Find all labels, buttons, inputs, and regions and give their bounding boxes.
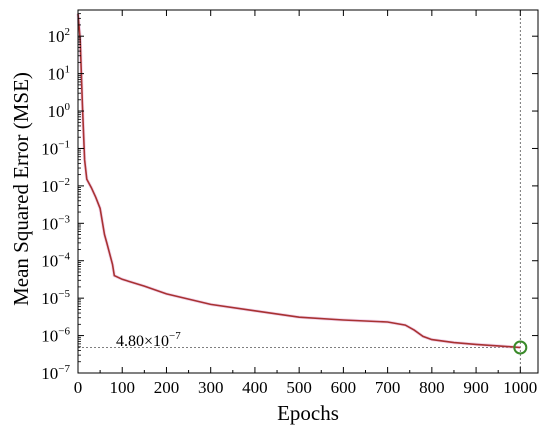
y-tick-label: 10−6: [41, 326, 70, 346]
x-axis-title: Epochs: [277, 401, 339, 425]
annotation-base: 4.80×10: [116, 333, 169, 350]
x-tick-label: 200: [154, 378, 180, 397]
y-tick-label: 102: [48, 26, 71, 46]
y-tick-label: 10−1: [41, 138, 70, 158]
final-point-marker: [513, 340, 528, 355]
x-tick-label: 600: [331, 378, 357, 397]
y-tick-label: 10−7: [41, 363, 70, 383]
x-tick-label: 900: [463, 378, 489, 397]
plot-area: [76, 10, 528, 373]
x-tick-label: 100: [109, 378, 135, 397]
y-axis-title: Mean Squared Error (MSE): [9, 72, 33, 306]
y-tick-label: 10−2: [41, 176, 70, 196]
x-tick-label: 400: [242, 378, 268, 397]
x-tick-label: 700: [375, 378, 401, 397]
y-tick-label: 101: [48, 64, 71, 84]
x-tick-label: 300: [198, 378, 224, 397]
x-tick-label: 500: [286, 378, 312, 397]
x-tick-label: 800: [419, 378, 445, 397]
y-tick-label: 10−3: [41, 213, 70, 233]
annotation-label: 4.80×10−7: [116, 330, 181, 350]
series-line-0: [77, 13, 521, 349]
y-tick-label: 10−4: [41, 251, 70, 271]
x-tick-label: 1000: [503, 378, 537, 397]
y-tick-label: 10−5: [41, 288, 70, 308]
annotation-exp: −7: [169, 330, 181, 342]
y-tick-label: 100: [48, 101, 71, 121]
x-tick-label: 0: [74, 378, 83, 397]
axes: 0 100 200 300 400 500 600 700 800 900 1000 10−7 10−6…: [41, 9, 539, 397]
series-line-shadow: [76, 13, 521, 350]
